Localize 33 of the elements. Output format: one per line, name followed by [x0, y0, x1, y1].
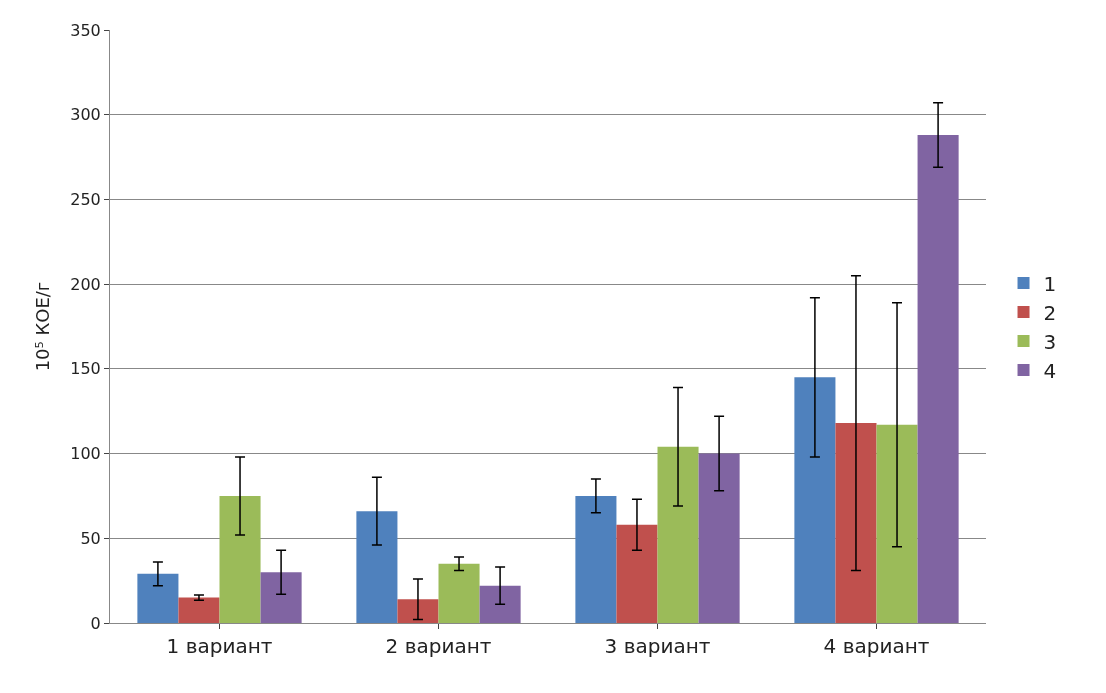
bar: [835, 423, 877, 623]
y-tick-label: 300: [70, 105, 101, 125]
y-tick-label: 50: [80, 528, 101, 548]
x-tick-label: 4 вариант: [823, 634, 930, 658]
bar: [397, 599, 439, 623]
x-tick-label: 1 вариант: [166, 634, 273, 658]
y-axis-title: 10⁵ КОЕ/г: [32, 281, 54, 372]
bar: [219, 495, 261, 623]
bar: [356, 511, 398, 623]
bar: [794, 377, 836, 623]
bar: [616, 524, 658, 623]
bar: [698, 453, 740, 623]
bar: [479, 585, 521, 623]
y-tick-label: 200: [70, 274, 101, 294]
x-tick-label: 2 вариант: [385, 634, 492, 658]
legend-label: 4: [1043, 358, 1057, 383]
bar: [917, 135, 959, 623]
bar: [657, 446, 699, 623]
y-tick-label: 350: [70, 20, 101, 40]
bar: [260, 572, 302, 623]
y-tick-label: 150: [70, 359, 101, 379]
y-tick-label: 100: [70, 444, 101, 464]
legend-label: 2: [1043, 300, 1057, 325]
bar: [178, 597, 220, 623]
legend-label: 3: [1043, 329, 1057, 354]
y-tick-label: 0: [90, 613, 101, 633]
legend-label: 1: [1043, 271, 1057, 296]
bar: [438, 563, 480, 623]
bar: [575, 495, 617, 623]
bar: [137, 573, 179, 623]
y-tick-label: 250: [70, 190, 101, 210]
bar: [876, 424, 918, 623]
x-tick-label: 3 вариант: [604, 634, 711, 658]
